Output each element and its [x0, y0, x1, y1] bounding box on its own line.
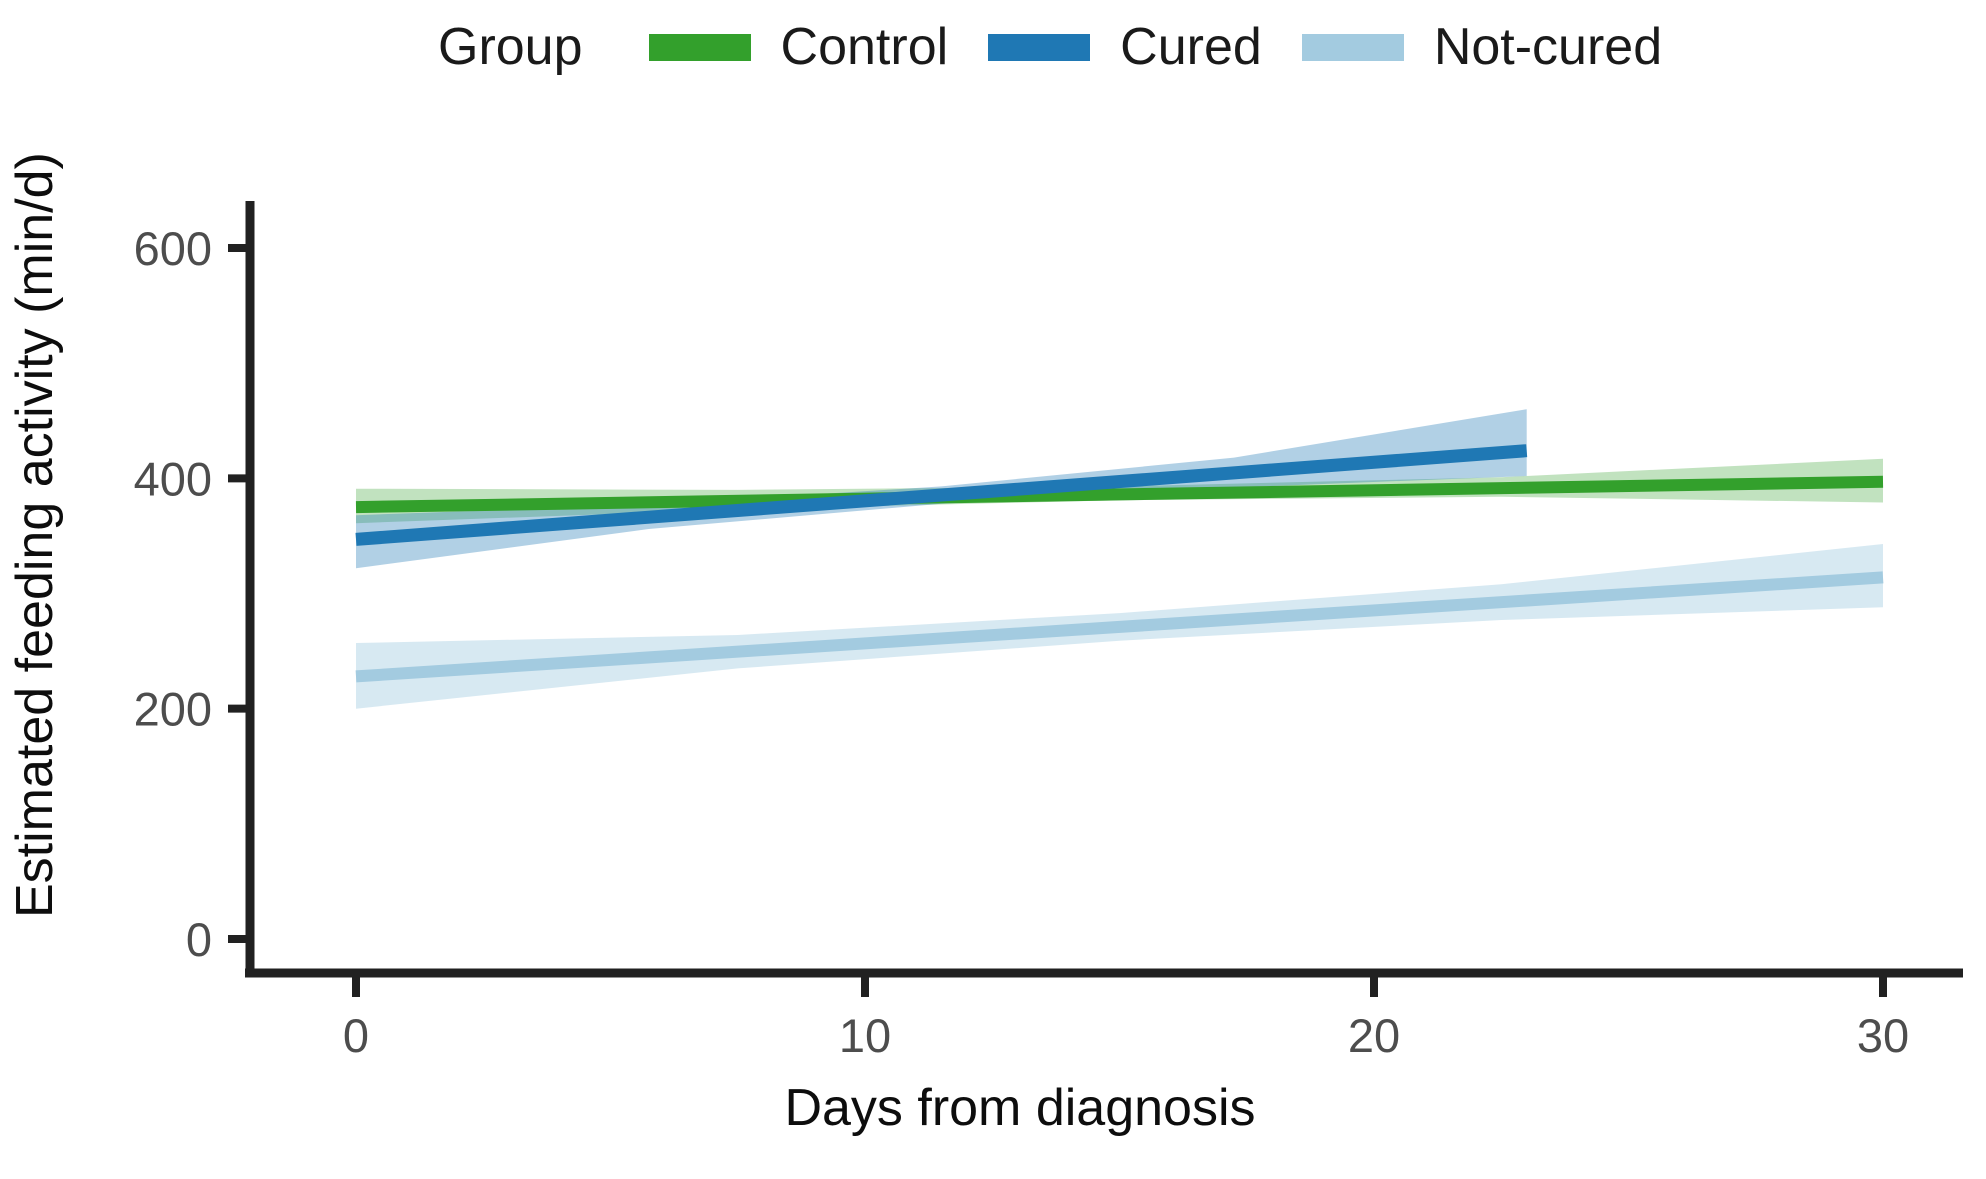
y-tick-label-0: 0 [186, 913, 212, 966]
x-axis-title: Days from diagnosis [784, 1079, 1256, 1137]
regression-lines [355, 444, 1884, 683]
legend-title: Group [438, 18, 583, 76]
y-tick-label-600: 600 [134, 222, 212, 275]
x-tick-label-30: 30 [1857, 1009, 1909, 1062]
legend-swatch-notcured [1301, 33, 1404, 61]
series-line-notcured [355, 571, 1884, 683]
x-tick-label-20: 20 [1348, 1009, 1400, 1062]
x-tick-label-0: 0 [343, 1009, 369, 1062]
axes [245, 201, 1963, 978]
legend-item-control: Control [648, 17, 949, 77]
legend-swatch-cured [988, 33, 1091, 61]
legend-label-control: Control [780, 18, 949, 76]
legend-item-cured: Cured [988, 17, 1262, 77]
legend-label-notcured: Not-cured [1433, 18, 1663, 76]
y-tick-label-200: 200 [134, 683, 212, 736]
legend-swatch-control [648, 33, 751, 61]
series-line-cured [355, 444, 1528, 546]
x-tick-label-10: 10 [839, 1009, 891, 1062]
series-line-control [355, 475, 1884, 514]
y-tick-label-400: 400 [134, 452, 212, 505]
tick-marks-and-labels: 0 200 400 600 0 10 20 30 [134, 222, 1910, 1062]
legend: Group Control Cured Not-cured [438, 12, 1702, 82]
legend-label-cured: Cured [1120, 18, 1262, 76]
legend-item-notcured: Not-cured [1301, 17, 1663, 77]
